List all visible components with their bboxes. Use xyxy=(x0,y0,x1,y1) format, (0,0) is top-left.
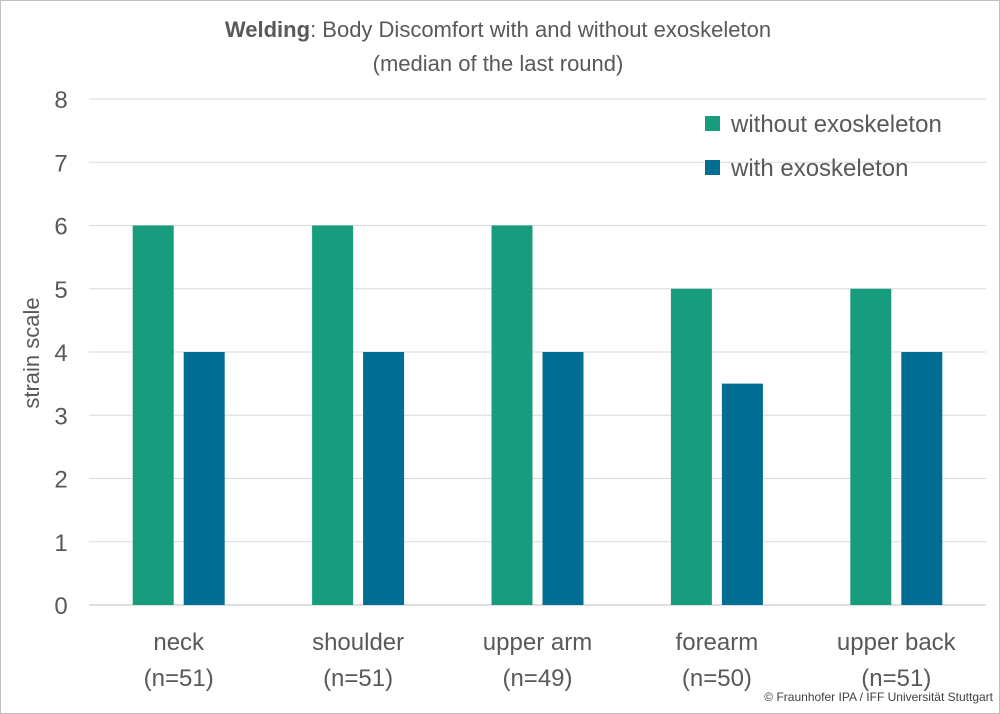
bar-shoulder-with xyxy=(363,352,405,605)
bar-upper-back-without xyxy=(850,288,892,605)
bars xyxy=(132,225,943,605)
legend-label: with exoskeleton xyxy=(730,155,908,182)
category-n-label: (n=51) xyxy=(861,665,931,692)
y-tick-label: 3 xyxy=(54,403,67,430)
y-tick-label: 6 xyxy=(54,214,67,241)
category-n-label: (n=51) xyxy=(144,665,214,692)
category-n-label: (n=51) xyxy=(323,665,393,692)
chart-title: Welding: Body Discomfort with and withou… xyxy=(225,17,771,42)
copyright-note: © Fraunhofer IPA / IFF Universität Stutt… xyxy=(764,690,993,704)
chart-title-rest: : Body Discomfort with and without exosk… xyxy=(310,17,771,42)
bar-forearm-with xyxy=(721,383,763,605)
chart-subtitle: (median of the last round) xyxy=(373,51,624,76)
bar-forearm-without xyxy=(670,288,712,605)
y-axis-label: strain scale xyxy=(19,297,44,408)
y-tick-label: 5 xyxy=(54,277,67,304)
bar-neck-with xyxy=(183,352,225,605)
y-tick-label: 1 xyxy=(54,530,67,557)
category-n-label: (n=50) xyxy=(682,665,752,692)
category-n-label: (n=49) xyxy=(502,665,572,692)
bar-neck-without xyxy=(132,225,174,605)
category-label: upper back xyxy=(837,629,957,656)
category-labels: neck (n=51) shoulder (n=51) upper arm (n=49) f… xyxy=(144,629,957,692)
category-label: forearm xyxy=(676,629,759,656)
y-tick-label: 4 xyxy=(54,340,67,367)
y-tick-label: 2 xyxy=(54,467,67,494)
gridlines xyxy=(89,98,986,606)
y-tick-label: 0 xyxy=(54,593,67,620)
chart-title-bold: Welding xyxy=(225,17,310,42)
bar-upper-back-with xyxy=(901,352,943,605)
category-label: neck xyxy=(153,629,205,656)
category-label: shoulder xyxy=(312,629,404,656)
category-label: upper arm xyxy=(483,629,592,656)
bar-upper-arm-without xyxy=(491,225,533,605)
legend-swatch xyxy=(705,116,720,131)
bar-upper-arm-with xyxy=(542,352,584,605)
y-tick-labels: 0 1 2 3 4 5 6 7 8 xyxy=(54,87,67,620)
y-tick-label: 7 xyxy=(54,150,67,177)
legend-swatch xyxy=(705,160,720,175)
legend: without exoskeleton with exoskeleton xyxy=(705,111,942,182)
bar-shoulder-without xyxy=(312,225,354,605)
y-tick-label: 8 xyxy=(54,87,67,114)
legend-label: without exoskeleton xyxy=(730,111,942,138)
